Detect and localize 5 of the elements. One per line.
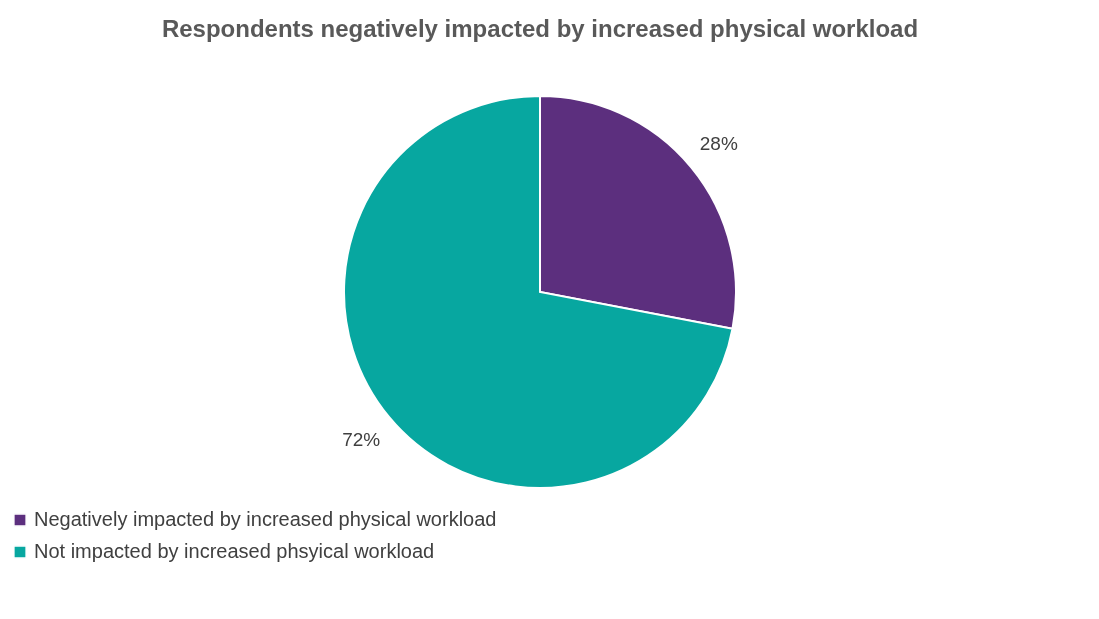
- data-label: 28%: [699, 133, 738, 155]
- data-label: 72%: [342, 428, 381, 450]
- legend-label: Not impacted by increased phsyical workload: [34, 540, 435, 562]
- legend-label: Negatively impacted by increased physical workload: [34, 508, 497, 530]
- chart-title: Respondents negatively impacted by increased physical workload: [161, 15, 919, 42]
